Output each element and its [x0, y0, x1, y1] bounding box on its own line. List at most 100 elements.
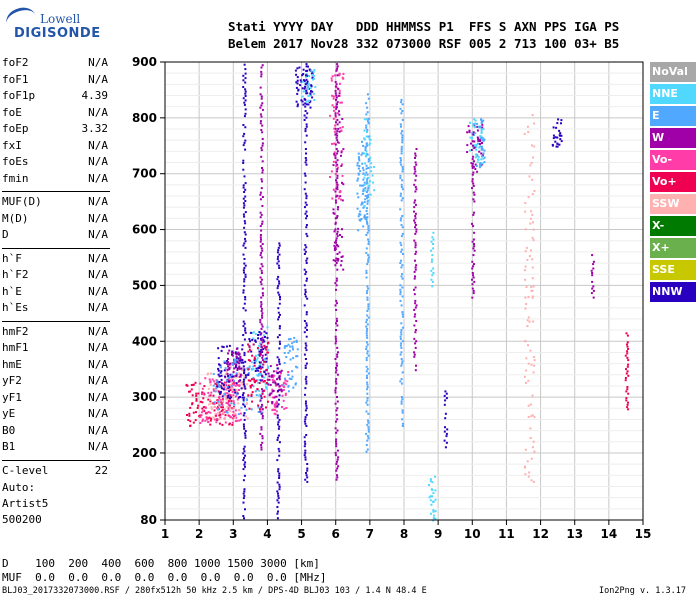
echo-point — [201, 393, 203, 396]
param-row: B1 N/A — [2, 440, 108, 456]
legend-e: E — [650, 106, 696, 126]
trace-point — [335, 277, 338, 280]
trace-point — [365, 348, 368, 350]
echo-point — [268, 375, 271, 378]
echo-point — [201, 401, 204, 404]
trace-point — [278, 316, 280, 319]
echo-point — [220, 406, 223, 409]
echo-point — [219, 371, 222, 374]
trace-point — [366, 352, 369, 355]
echo-point — [265, 360, 268, 363]
echo-point — [287, 371, 290, 373]
param-value: N/A — [88, 138, 108, 152]
trace-point — [336, 476, 339, 479]
auto-line3: 500200 — [2, 513, 42, 526]
echo-point — [229, 407, 232, 410]
trace-point — [277, 470, 280, 473]
echo-point — [272, 381, 275, 384]
echo-point — [243, 376, 246, 379]
trace-point — [305, 270, 308, 273]
echo-point — [262, 389, 265, 392]
echo-point — [241, 396, 244, 399]
trace-point — [366, 350, 369, 353]
echo-point — [197, 392, 200, 395]
trace-point — [400, 266, 403, 269]
echo-point — [256, 357, 259, 360]
echo-point — [224, 375, 227, 378]
echo-point — [284, 392, 287, 395]
trace-point — [401, 197, 404, 200]
echo-point — [264, 373, 267, 376]
echo-point — [468, 130, 471, 133]
trace-point — [244, 264, 247, 267]
trace-point — [400, 358, 403, 360]
trace-point — [400, 159, 402, 162]
echo-point — [231, 363, 234, 366]
param-label: foEs — [2, 155, 29, 168]
trace-point — [336, 150, 339, 153]
echo-point — [190, 384, 193, 386]
echo-point — [271, 378, 274, 381]
echo-point — [238, 362, 241, 365]
echo-point — [560, 140, 563, 143]
trace-point — [592, 263, 595, 266]
echo-point — [284, 379, 287, 382]
trace-point — [304, 98, 307, 101]
trace-point — [399, 284, 402, 287]
param-value: N/A — [88, 268, 108, 281]
echo-point — [232, 400, 235, 403]
echo-point — [283, 407, 286, 410]
param-value: N/A — [88, 423, 108, 437]
echo-point — [243, 368, 246, 371]
trace-point — [471, 283, 474, 286]
echo-point — [275, 370, 278, 373]
trace-point — [624, 377, 627, 379]
trace-point — [590, 292, 593, 295]
echo-point — [268, 393, 271, 396]
echo-point — [195, 399, 198, 402]
echo-point — [273, 412, 276, 415]
trace-point — [336, 355, 339, 358]
echo-point — [340, 198, 342, 201]
echo-point — [336, 216, 338, 219]
trace-point — [365, 356, 368, 359]
trace-point — [334, 221, 337, 224]
trace-point — [305, 259, 308, 262]
echo-point — [228, 379, 231, 382]
trace-point — [414, 224, 417, 226]
echo-point — [239, 355, 242, 358]
echo-point — [524, 250, 527, 253]
trace-point — [414, 199, 417, 202]
trace-point — [276, 439, 279, 441]
trace-point — [260, 444, 263, 446]
trace-point — [627, 363, 630, 366]
echo-point — [228, 393, 231, 396]
trace-point — [334, 402, 337, 405]
echo-point — [362, 188, 365, 191]
trace-point — [334, 304, 337, 307]
echo-point — [474, 168, 477, 170]
echo-point — [310, 72, 313, 75]
trace-point — [244, 329, 247, 332]
trace-point — [306, 467, 309, 470]
echo-point — [201, 420, 204, 423]
echo-point — [199, 422, 202, 424]
echo-point — [280, 390, 283, 393]
echo-point — [218, 391, 221, 394]
trace-point — [242, 325, 245, 328]
trace-point — [367, 160, 370, 163]
echo-point — [241, 369, 244, 372]
trace-point — [278, 394, 281, 397]
y-tick-label: 300 — [132, 390, 157, 404]
trace-point — [400, 364, 403, 367]
trace-point — [414, 302, 417, 305]
trace-point — [401, 165, 404, 168]
echo-point — [209, 411, 212, 414]
trace-point — [260, 247, 263, 250]
echo-point — [267, 348, 269, 351]
echo-point — [263, 344, 266, 347]
echo-point — [232, 382, 235, 385]
echo-point — [293, 340, 296, 343]
echo-point — [228, 366, 231, 369]
trace-point — [367, 258, 370, 261]
